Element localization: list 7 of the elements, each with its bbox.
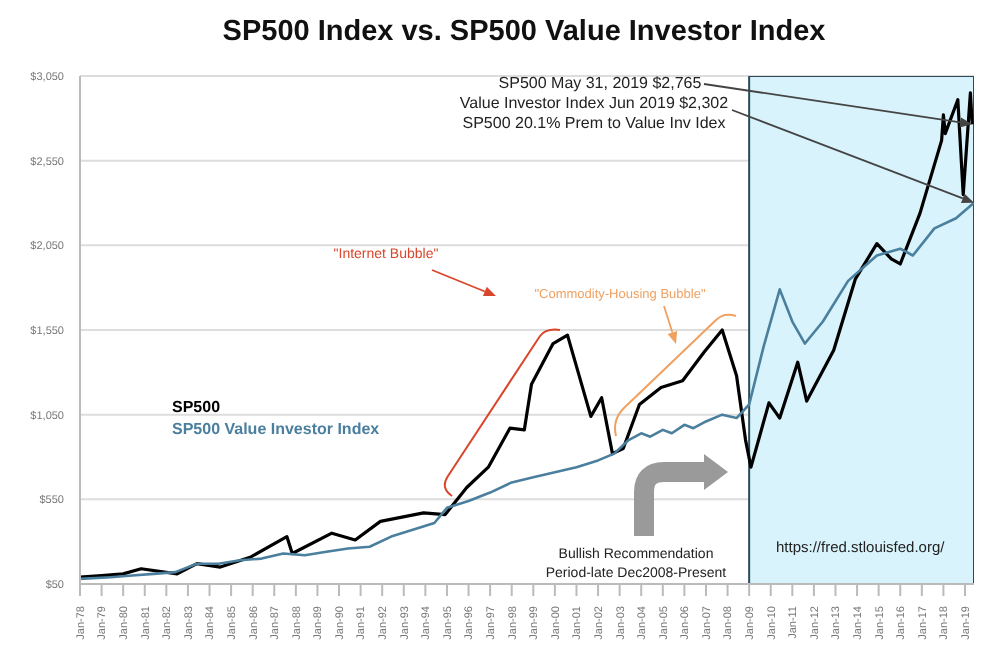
text: SP500 bbox=[172, 398, 222, 416]
line-series bbox=[80, 91, 974, 579]
chart-title: SP500 Index vs. SP500 Value Investor Index bbox=[222, 16, 826, 48]
annotation: Value Investor Index Jun 2019 $2,302 bbox=[459, 94, 730, 112]
annotation: SP500 May 31, 2019 $2,765 bbox=[498, 74, 703, 92]
annotation: SP500 20.1% Prem to Value Inv Idex bbox=[462, 114, 726, 132]
text: SP500 Value Investor Index bbox=[172, 420, 381, 438]
